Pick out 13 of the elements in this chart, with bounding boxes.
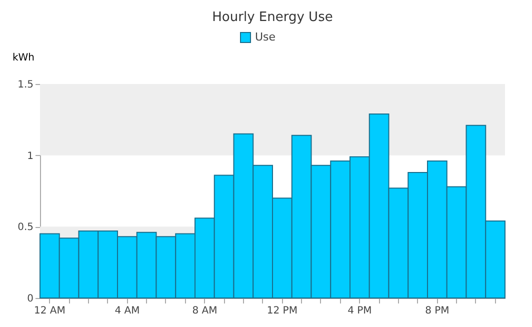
x-tick-label: 8 PM <box>425 306 450 316</box>
chart-title: Hourly Energy Use <box>212 10 333 25</box>
y-tick-label: 1 <box>27 150 34 162</box>
x-tick-label: 12 PM <box>266 306 298 316</box>
x-tick-label: 4 AM <box>114 306 140 316</box>
y-axis-title: kWh <box>12 52 35 64</box>
x-tick-label: 12 AM <box>34 306 66 316</box>
x-tick-label: 4 PM <box>348 306 372 316</box>
y-tick-label: 1.5 <box>18 80 34 90</box>
y-tick-label: 0.5 <box>18 222 34 234</box>
legend-label: Use <box>255 30 276 44</box>
x-tick-label: 8 AM <box>192 306 218 316</box>
y-tick-label: 0 <box>27 294 34 304</box>
